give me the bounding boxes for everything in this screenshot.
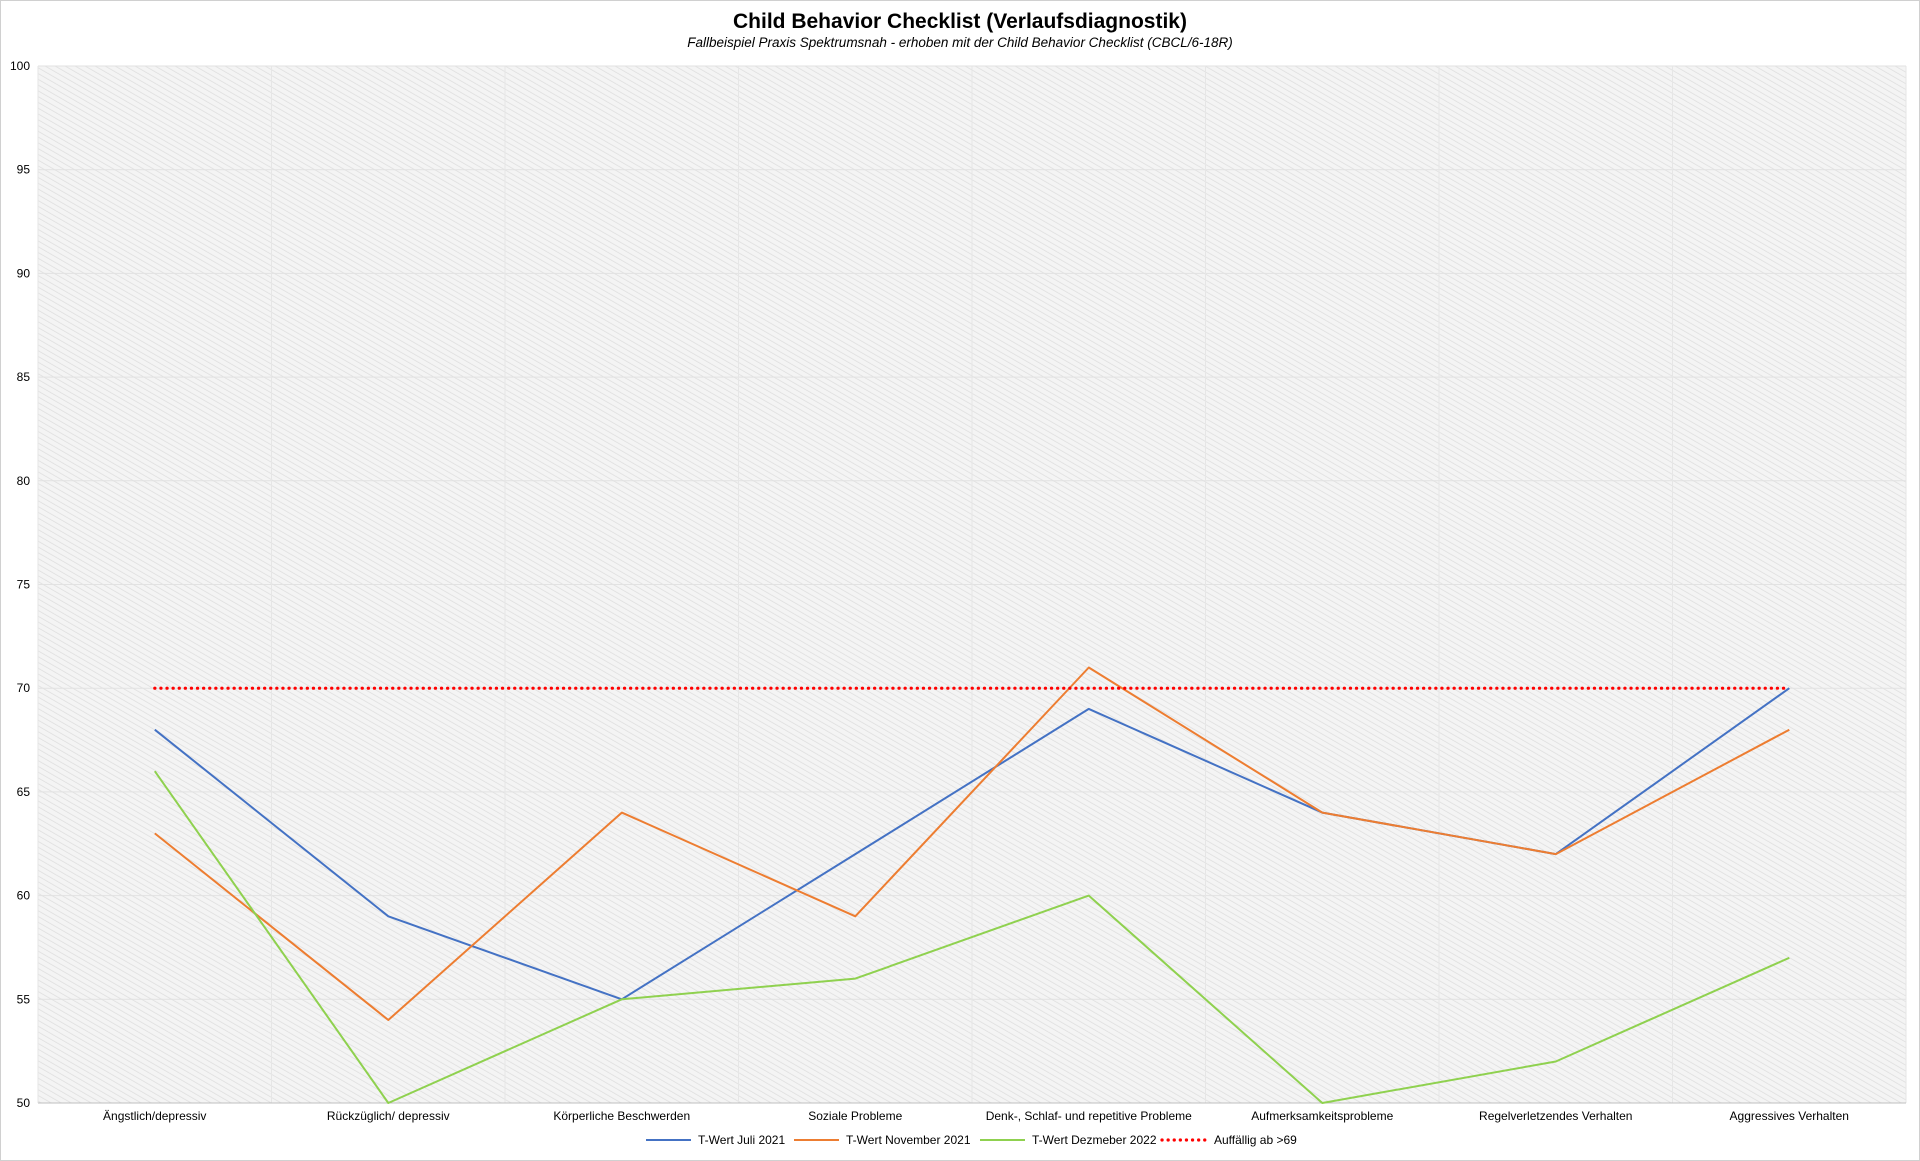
y-tick-label: 55 xyxy=(17,992,31,1006)
y-tick-label: 100 xyxy=(10,59,30,73)
axes: 50 55 60 65 70 75 80 85 90 95 100 Ängstlich/depress… xyxy=(10,59,1906,1123)
x-tick-label: Soziale Probleme xyxy=(808,1109,902,1123)
x-tick-label: Rückzüglich/ depressiv xyxy=(327,1109,450,1123)
x-tick-label: Aggressives Verhalten xyxy=(1730,1109,1849,1123)
chart-title: Child Behavior Checklist (Verlaufsdiagno… xyxy=(733,10,1187,33)
y-tick-label: 90 xyxy=(17,266,31,280)
y-tick-label: 85 xyxy=(17,370,31,384)
legend-label-2: T-Wert November 2021 xyxy=(846,1133,971,1147)
y-tick-label: 80 xyxy=(17,474,31,488)
legend-label-3: T-Wert Dezmeber 2022 xyxy=(1032,1133,1157,1147)
chart-subtitle: Fallbeispiel Praxis Spektrumsnah - erhob… xyxy=(687,35,1233,50)
x-tick-label: Aufmerksamkeitsprobleme xyxy=(1251,1109,1393,1123)
legend: T-Wert Juli 2021 T-Wert November 2021 T-We… xyxy=(646,1133,1297,1147)
series-line-2 xyxy=(154,666,1790,1021)
y-tick-label: 75 xyxy=(17,578,31,592)
x-tick-label: Regelverletzendes Verhalten xyxy=(1479,1109,1632,1123)
series-lines xyxy=(153,666,1791,1104)
y-tick-label: 65 xyxy=(17,785,31,799)
y-tick-label: 60 xyxy=(17,889,31,903)
legend-label-1: T-Wert Juli 2021 xyxy=(698,1133,785,1147)
x-tick-label: Körperliche Beschwerden xyxy=(553,1109,690,1123)
y-tick-label: 95 xyxy=(17,163,31,177)
x-tick-label: Denk-, Schlaf- und repetitive Probleme xyxy=(986,1109,1192,1123)
legend-label-4: Auffällig ab >69 xyxy=(1214,1133,1297,1147)
x-tick-label: Ängstlich/depressiv xyxy=(103,1109,206,1123)
y-tick-label: 50 xyxy=(17,1096,31,1110)
y-tick-label: 70 xyxy=(17,681,31,695)
series-line-3 xyxy=(153,770,1790,1104)
